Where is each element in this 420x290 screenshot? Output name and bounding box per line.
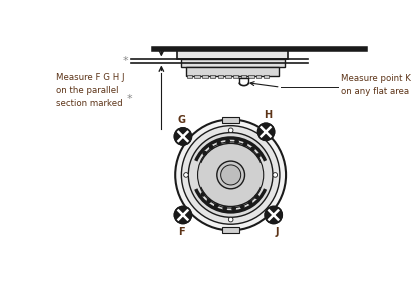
Bar: [218, 75, 223, 78]
Circle shape: [203, 151, 206, 155]
Circle shape: [175, 119, 286, 230]
Circle shape: [174, 206, 192, 224]
Circle shape: [207, 199, 210, 203]
Text: J: J: [276, 226, 279, 237]
Bar: [256, 75, 261, 78]
Circle shape: [184, 173, 188, 177]
Circle shape: [243, 143, 247, 146]
Bar: [233, 75, 239, 78]
Bar: [181, 59, 285, 67]
Circle shape: [273, 173, 278, 177]
Circle shape: [251, 147, 254, 151]
Bar: [264, 75, 269, 78]
Circle shape: [248, 201, 252, 204]
Circle shape: [197, 142, 264, 208]
Bar: [194, 75, 200, 78]
Circle shape: [226, 139, 229, 143]
Text: G: G: [177, 115, 185, 125]
Text: *: *: [127, 94, 133, 104]
Circle shape: [215, 204, 218, 207]
Circle shape: [188, 133, 273, 217]
Circle shape: [217, 161, 244, 189]
Circle shape: [228, 128, 233, 133]
Circle shape: [181, 126, 280, 224]
Bar: [186, 67, 279, 76]
Bar: [248, 75, 254, 78]
Bar: [202, 75, 207, 78]
Bar: [177, 49, 289, 59]
Bar: [241, 75, 246, 78]
Circle shape: [235, 140, 238, 143]
Circle shape: [220, 165, 241, 185]
Circle shape: [223, 206, 226, 210]
Circle shape: [201, 193, 205, 196]
Bar: [222, 117, 239, 123]
Circle shape: [255, 195, 258, 198]
Bar: [187, 75, 192, 78]
Circle shape: [210, 146, 213, 149]
Circle shape: [228, 217, 233, 222]
Text: H: H: [264, 110, 273, 120]
Bar: [210, 75, 215, 78]
Text: *: *: [122, 56, 128, 66]
Circle shape: [232, 207, 235, 210]
Bar: [225, 75, 231, 78]
Circle shape: [241, 205, 244, 209]
Text: Measure point K
on any flat area: Measure point K on any flat area: [341, 74, 411, 96]
Circle shape: [174, 128, 192, 145]
Circle shape: [257, 123, 275, 140]
Text: Measure F G H J
on the parallel
section marked: Measure F G H J on the parallel section …: [56, 72, 124, 108]
Bar: [222, 227, 239, 233]
Circle shape: [218, 142, 221, 145]
Circle shape: [265, 206, 282, 224]
Circle shape: [257, 154, 260, 157]
Text: F: F: [178, 226, 185, 237]
